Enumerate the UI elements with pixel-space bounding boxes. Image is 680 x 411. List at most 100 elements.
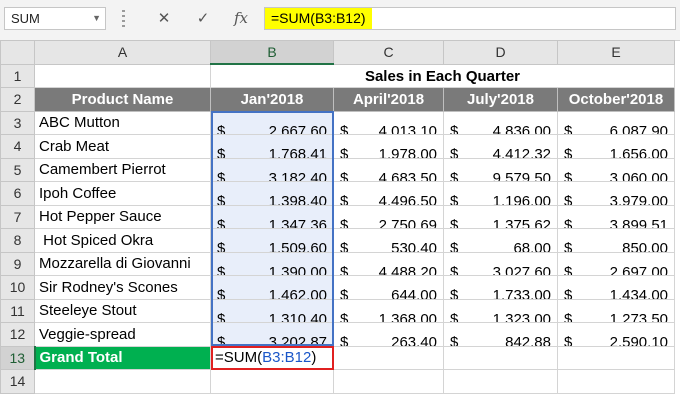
row-header[interactable]: 10 (0, 275, 35, 300)
sales-value-cell[interactable]: $1,509.60 (210, 228, 334, 253)
sales-value-cell[interactable]: $1,368.00 (333, 298, 444, 323)
grand-total-formula-cell[interactable]: =SUM(B3:B12) (210, 345, 334, 370)
column-header-b[interactable]: B (210, 40, 334, 65)
sales-value-cell[interactable]: $1,347.36 (210, 204, 334, 229)
product-name-cell[interactable]: Crab Meat (34, 134, 211, 159)
sales-value-cell[interactable]: $3,899.51 (557, 204, 675, 229)
column-header-e[interactable]: E (557, 40, 675, 65)
cell-a1[interactable] (34, 63, 211, 88)
sales-value-cell[interactable]: $1,273.50 (557, 298, 675, 323)
sales-value-cell[interactable]: $4,412.32 (443, 134, 558, 159)
amount-value: 3,979.00 (609, 193, 668, 205)
splitter-handle[interactable] (122, 10, 125, 27)
sales-value-cell[interactable]: $6,087.90 (557, 110, 675, 135)
row-header[interactable]: 6 (0, 181, 35, 206)
product-name-cell[interactable]: ABC Mutton (34, 110, 211, 135)
sales-value-cell[interactable]: $1,733.00 (443, 275, 558, 300)
sales-value-cell[interactable]: $2,697.00 (557, 251, 675, 276)
sales-value-cell[interactable]: $1,390.00 (210, 251, 334, 276)
row-header[interactable]: 2 (0, 87, 35, 112)
header-october[interactable]: October'2018 (557, 87, 675, 112)
header-product-name[interactable]: Product Name (34, 87, 211, 112)
enter-icon[interactable]: ✓ (196, 10, 210, 27)
currency-symbol: $ (340, 310, 349, 323)
sales-value-cell[interactable]: $4,496.50 (333, 181, 444, 206)
sales-value-cell[interactable]: $2,750.69 (333, 204, 444, 229)
row-header[interactable]: 13 (0, 345, 36, 370)
column-header-d[interactable]: D (443, 40, 558, 65)
formula-input[interactable]: =SUM(B3:B12) (264, 7, 676, 30)
product-name-cell[interactable]: Mozzarella di Giovanni (34, 251, 211, 276)
sales-value-cell[interactable]: $3,182.40 (210, 157, 334, 182)
empty-cell[interactable] (557, 369, 675, 394)
sales-value-cell[interactable]: $4,013.10 (333, 110, 444, 135)
row-header[interactable]: 14 (0, 369, 35, 394)
sales-value-cell[interactable]: $9,579.50 (443, 157, 558, 182)
currency-symbol: $ (564, 334, 573, 346)
sales-value-cell[interactable]: $3,060.00 (557, 157, 675, 182)
row-header[interactable]: 5 (0, 157, 35, 182)
sales-value-cell[interactable]: $3,979.00 (557, 181, 675, 206)
sales-value-cell[interactable]: $530.40 (333, 228, 444, 253)
row-header[interactable]: 8 (0, 228, 35, 253)
table-title[interactable]: Sales in Each Quarter (210, 63, 675, 88)
row-header[interactable]: 11 (0, 298, 35, 323)
column-header-c[interactable]: C (333, 40, 444, 65)
product-name-cell[interactable]: Hot Pepper Sauce (34, 204, 211, 229)
select-all-corner[interactable] (0, 40, 35, 65)
name-box[interactable]: SUM ▼ (4, 7, 106, 30)
currency-symbol: $ (217, 310, 226, 323)
sales-value-cell[interactable]: $1,978.00 (333, 134, 444, 159)
product-name-cell[interactable]: Veggie-spread (34, 322, 211, 347)
sales-value-cell[interactable]: $1,196.00 (443, 181, 558, 206)
row-header[interactable]: 4 (0, 134, 35, 159)
sales-value-cell[interactable]: $842.88 (443, 322, 558, 347)
empty-cell[interactable] (443, 369, 558, 394)
header-july[interactable]: July'2018 (443, 87, 558, 112)
sales-value-cell[interactable]: $68.00 (443, 228, 558, 253)
chevron-down-icon[interactable]: ▼ (92, 13, 101, 23)
sales-value-cell[interactable]: $3,202.87 (210, 322, 334, 347)
sales-value-cell[interactable]: $1,323.00 (443, 298, 558, 323)
sales-value-cell[interactable]: $1,375.62 (443, 204, 558, 229)
product-name-cell[interactable]: Steeleye Stout (34, 298, 211, 323)
sales-value-cell[interactable]: $1,310.40 (210, 298, 334, 323)
cancel-icon[interactable]: ✕ (157, 10, 171, 27)
row-header[interactable]: 7 (0, 204, 35, 229)
empty-cell[interactable] (333, 369, 444, 394)
grand-total-label[interactable]: Grand Total (34, 345, 211, 370)
sales-value-cell[interactable]: $1,656.00 (557, 134, 675, 159)
sales-value-cell[interactable]: $2,667.60 (210, 110, 334, 135)
sales-value-cell[interactable]: $850.00 (557, 228, 675, 253)
product-name-cell[interactable]: Sir Rodney's Scones (34, 275, 211, 300)
row-header[interactable]: 9 (0, 251, 35, 276)
sales-value-cell[interactable]: $1,398.40 (210, 181, 334, 206)
empty-cell[interactable] (34, 369, 211, 394)
sales-value-cell[interactable]: $3,027.60 (443, 251, 558, 276)
column-header-a[interactable]: A (34, 40, 211, 65)
sales-value-cell[interactable]: $1,768.41 (210, 134, 334, 159)
currency-symbol: $ (340, 122, 349, 135)
product-name-cell[interactable]: Ipoh Coffee (34, 181, 211, 206)
row-header[interactable]: 12 (0, 322, 35, 347)
grand-total-cell[interactable] (333, 345, 444, 370)
empty-cell[interactable] (210, 369, 334, 394)
sales-value-cell[interactable]: $1,462.00 (210, 275, 334, 300)
sales-value-cell[interactable]: $644.00 (333, 275, 444, 300)
product-name-cell[interactable]: Hot Spiced Okra (34, 228, 211, 253)
sales-value-cell[interactable]: $4,836.00 (443, 110, 558, 135)
row-header[interactable]: 1 (0, 63, 35, 88)
grand-total-cell[interactable] (443, 345, 558, 370)
header-april[interactable]: April'2018 (333, 87, 444, 112)
table-row: 7 Hot Pepper Sauce $1,347.36 $2,750.69 $1,37… (0, 204, 675, 229)
sales-value-cell[interactable]: $2,590.10 (557, 322, 675, 347)
sales-value-cell[interactable]: $1,434.00 (557, 275, 675, 300)
sales-value-cell[interactable]: $4,488.20 (333, 251, 444, 276)
insert-function-icon[interactable]: fx (233, 9, 248, 27)
row-header[interactable]: 3 (0, 110, 35, 135)
sales-value-cell[interactable]: $4,683.50 (333, 157, 444, 182)
product-name-cell[interactable]: Camembert Pierrot (34, 157, 211, 182)
grand-total-cell[interactable] (557, 345, 675, 370)
sales-value-cell[interactable]: $263.40 (333, 322, 444, 347)
header-jan[interactable]: Jan'2018 (210, 87, 334, 112)
